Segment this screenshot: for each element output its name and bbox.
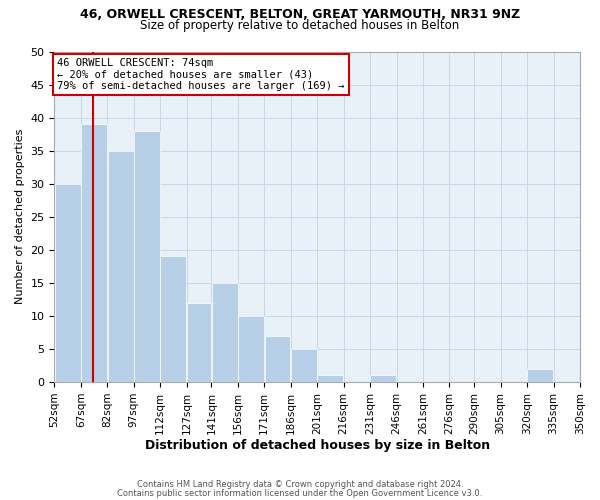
Bar xyxy=(81,124,107,382)
Bar xyxy=(370,376,397,382)
Bar xyxy=(265,336,290,382)
Bar xyxy=(134,131,160,382)
Text: 46, ORWELL CRESCENT, BELTON, GREAT YARMOUTH, NR31 9NZ: 46, ORWELL CRESCENT, BELTON, GREAT YARMO… xyxy=(80,8,520,20)
Text: Contains HM Land Registry data © Crown copyright and database right 2024.: Contains HM Land Registry data © Crown c… xyxy=(137,480,463,489)
Text: Contains public sector information licensed under the Open Government Licence v3: Contains public sector information licen… xyxy=(118,488,482,498)
Bar xyxy=(160,256,187,382)
Text: 46 ORWELL CRESCENT: 74sqm
← 20% of detached houses are smaller (43)
79% of semi-: 46 ORWELL CRESCENT: 74sqm ← 20% of detac… xyxy=(57,58,344,92)
Bar xyxy=(317,376,343,382)
Bar xyxy=(212,283,238,382)
Bar xyxy=(291,349,317,382)
X-axis label: Distribution of detached houses by size in Belton: Distribution of detached houses by size … xyxy=(145,440,490,452)
Bar xyxy=(107,150,134,382)
Bar xyxy=(187,303,211,382)
Y-axis label: Number of detached properties: Number of detached properties xyxy=(15,129,25,304)
Bar xyxy=(238,316,264,382)
Text: Size of property relative to detached houses in Belton: Size of property relative to detached ho… xyxy=(140,19,460,32)
Bar xyxy=(55,184,80,382)
Bar xyxy=(527,369,553,382)
